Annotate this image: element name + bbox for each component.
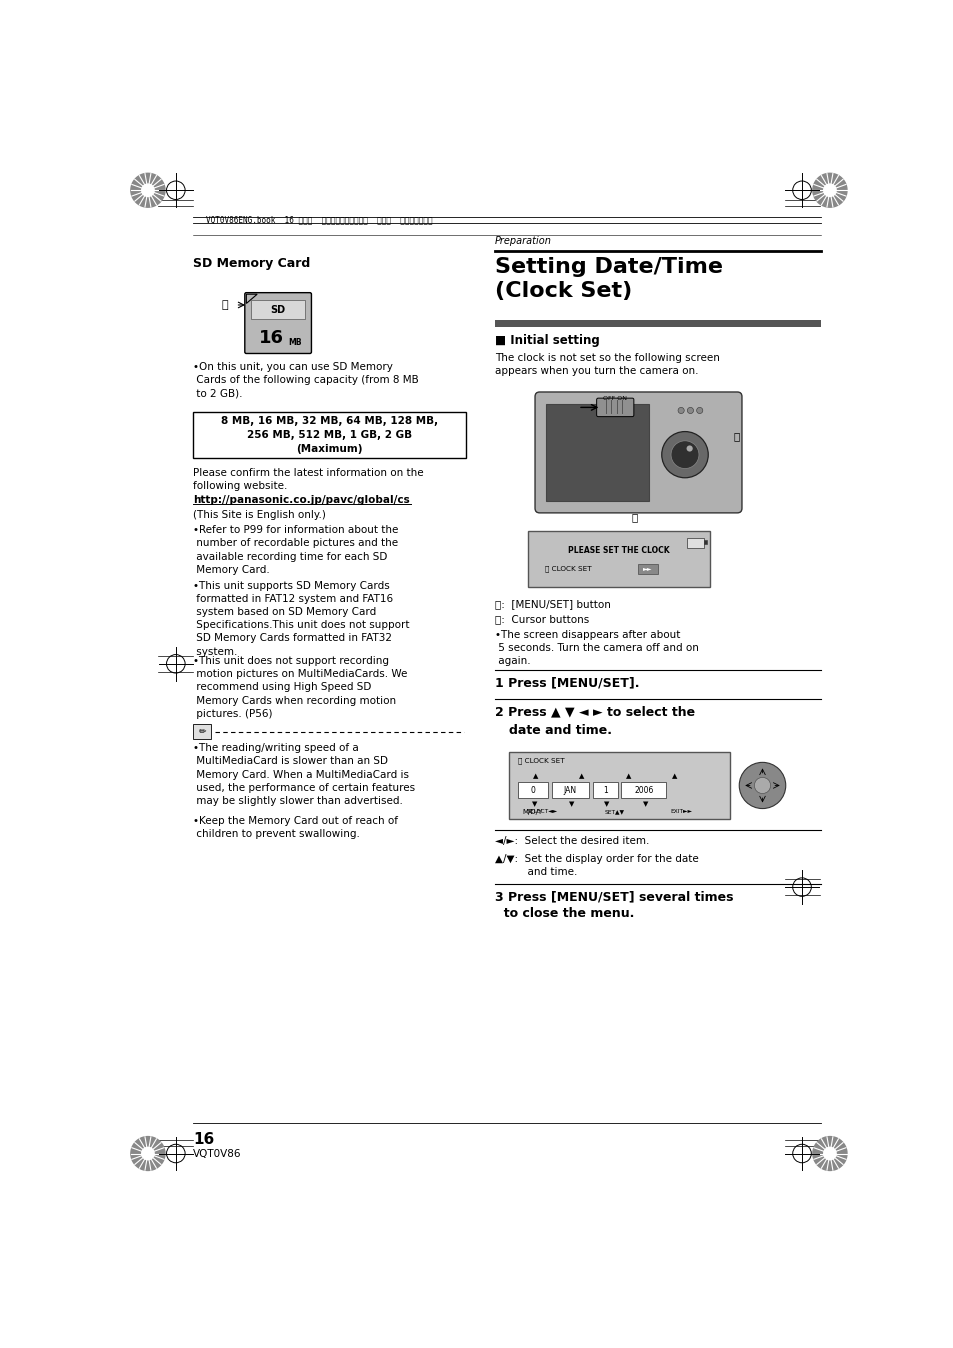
Polygon shape bbox=[812, 174, 846, 208]
Text: SD Memory Card: SD Memory Card bbox=[193, 257, 310, 270]
Text: Ⓑ: Ⓑ bbox=[221, 301, 228, 310]
Polygon shape bbox=[131, 174, 165, 208]
Text: ▲: ▲ bbox=[532, 774, 537, 779]
Text: •The screen disappears after about
 5 seconds. Turn the camera off and on
 again: •The screen disappears after about 5 sec… bbox=[495, 630, 699, 666]
Polygon shape bbox=[812, 1136, 846, 1170]
Polygon shape bbox=[142, 1147, 154, 1159]
FancyBboxPatch shape bbox=[251, 299, 305, 319]
Text: •Keep the Memory Card out of reach of
 children to prevent swallowing.: •Keep the Memory Card out of reach of ch… bbox=[193, 817, 397, 840]
Text: 1 Press [MENU/SET].: 1 Press [MENU/SET]. bbox=[495, 677, 639, 689]
FancyBboxPatch shape bbox=[637, 565, 658, 574]
Text: The clock is not set so the following screen
appears when you turn the camera on: The clock is not set so the following sc… bbox=[495, 353, 720, 376]
Text: VQT0V86ENG.book  16 ページ  ２００６年１月３０日  月曜日  午前９時４６分: VQT0V86ENG.book 16 ページ ２００６年１月３０日 月曜日 午前… bbox=[206, 216, 433, 225]
Text: •Refer to P99 for information about the
 number of recordable pictures and the
 : •Refer to P99 for information about the … bbox=[193, 526, 397, 574]
Circle shape bbox=[696, 407, 702, 414]
Circle shape bbox=[661, 431, 707, 477]
FancyBboxPatch shape bbox=[703, 539, 706, 545]
Text: ▼: ▼ bbox=[603, 801, 609, 807]
Text: JAN: JAN bbox=[563, 786, 577, 794]
Text: http://panasonic.co.jp/pavc/global/cs: http://panasonic.co.jp/pavc/global/cs bbox=[193, 495, 409, 506]
Text: ◄/►:  Select the desired item.: ◄/►: Select the desired item. bbox=[495, 836, 649, 847]
Polygon shape bbox=[246, 294, 257, 303]
FancyBboxPatch shape bbox=[686, 538, 703, 547]
Text: •This unit does not support recording
 motion pictures on MultiMediaCards. We
 r: •This unit does not support recording mo… bbox=[193, 656, 407, 718]
Text: 0: 0 bbox=[530, 786, 535, 794]
FancyBboxPatch shape bbox=[545, 404, 648, 500]
Polygon shape bbox=[822, 185, 835, 197]
FancyBboxPatch shape bbox=[245, 293, 311, 353]
FancyBboxPatch shape bbox=[535, 392, 741, 512]
Circle shape bbox=[686, 407, 693, 414]
Circle shape bbox=[686, 445, 692, 452]
Text: Ⓑ:  Cursor buttons: Ⓑ: Cursor buttons bbox=[495, 615, 589, 624]
Text: (Maximum): (Maximum) bbox=[295, 443, 362, 454]
Text: ■ Initial setting: ■ Initial setting bbox=[495, 334, 599, 348]
Text: VQT0V86: VQT0V86 bbox=[193, 1148, 241, 1159]
Text: ▲: ▲ bbox=[672, 774, 677, 779]
Text: Preparation: Preparation bbox=[495, 236, 552, 247]
Text: •On this unit, you can use SD Memory
 Cards of the following capacity (from 8 MB: •On this unit, you can use SD Memory Car… bbox=[193, 363, 418, 399]
Text: Please confirm the latest information on the
following website.: Please confirm the latest information on… bbox=[193, 468, 423, 492]
Text: ⌛ CLOCK SET: ⌛ CLOCK SET bbox=[544, 566, 591, 573]
Text: Setting Date/Time
(Clock Set): Setting Date/Time (Clock Set) bbox=[495, 257, 722, 301]
Polygon shape bbox=[131, 1136, 165, 1170]
Text: •The reading/writing speed of a
 MultiMediaCard is slower than an SD
 Memory Car: •The reading/writing speed of a MultiMed… bbox=[193, 743, 415, 806]
Text: EXIT►►: EXIT►► bbox=[670, 809, 692, 814]
Text: (This Site is English only.): (This Site is English only.) bbox=[193, 510, 325, 520]
FancyBboxPatch shape bbox=[551, 782, 588, 798]
Text: ✏: ✏ bbox=[198, 727, 206, 736]
Text: Ⓑ: Ⓑ bbox=[631, 512, 638, 522]
Text: 1: 1 bbox=[602, 786, 607, 794]
Circle shape bbox=[678, 407, 683, 414]
Text: ▲/▼:  Set the display order for the date
          and time.: ▲/▼: Set the display order for the date … bbox=[495, 855, 699, 878]
Circle shape bbox=[670, 441, 699, 469]
Text: SELECT◄►: SELECT◄► bbox=[526, 809, 558, 814]
Text: OFF ON: OFF ON bbox=[602, 396, 626, 400]
Text: •This unit supports SD Memory Cards
 formatted in FAT12 system and FAT16
 system: •This unit supports SD Memory Cards form… bbox=[193, 581, 409, 656]
FancyBboxPatch shape bbox=[509, 752, 729, 820]
FancyBboxPatch shape bbox=[193, 412, 465, 458]
Polygon shape bbox=[142, 185, 154, 197]
Text: 16: 16 bbox=[259, 329, 284, 346]
Text: ⌛ CLOCK SET: ⌛ CLOCK SET bbox=[517, 758, 564, 764]
FancyBboxPatch shape bbox=[527, 531, 709, 586]
Text: ▲: ▲ bbox=[625, 774, 631, 779]
Circle shape bbox=[739, 763, 785, 809]
Text: 2006: 2006 bbox=[634, 786, 653, 794]
Circle shape bbox=[754, 778, 770, 794]
Text: ►►: ►► bbox=[642, 566, 652, 572]
Text: PLEASE SET THE CLOCK: PLEASE SET THE CLOCK bbox=[567, 546, 669, 555]
FancyBboxPatch shape bbox=[596, 398, 633, 417]
Text: SET▲▼: SET▲▼ bbox=[604, 809, 624, 814]
Text: 3 Press [MENU/SET] several times
  to close the menu.: 3 Press [MENU/SET] several times to clos… bbox=[495, 890, 733, 919]
FancyBboxPatch shape bbox=[620, 782, 666, 798]
Text: Ⓐ: Ⓐ bbox=[733, 431, 739, 441]
FancyBboxPatch shape bbox=[517, 782, 547, 798]
Text: 256 MB, 512 MB, 1 GB, 2 GB: 256 MB, 512 MB, 1 GB, 2 GB bbox=[247, 430, 412, 439]
FancyBboxPatch shape bbox=[592, 782, 617, 798]
Text: ▼: ▼ bbox=[642, 801, 647, 807]
Text: MB: MB bbox=[288, 338, 301, 348]
Polygon shape bbox=[822, 1147, 835, 1159]
FancyBboxPatch shape bbox=[495, 319, 820, 328]
Text: 16: 16 bbox=[193, 1132, 213, 1147]
Text: date and time.: date and time. bbox=[509, 724, 612, 737]
Text: M/D/Y: M/D/Y bbox=[521, 809, 542, 814]
Text: 2 Press ▲ ▼ ◄ ► to select the: 2 Press ▲ ▼ ◄ ► to select the bbox=[495, 705, 695, 718]
Text: Ⓐ:  [MENU/SET] button: Ⓐ: [MENU/SET] button bbox=[495, 599, 610, 609]
FancyBboxPatch shape bbox=[193, 724, 212, 739]
Text: SD: SD bbox=[271, 305, 285, 314]
Text: 8 MB, 16 MB, 32 MB, 64 MB, 128 MB,: 8 MB, 16 MB, 32 MB, 64 MB, 128 MB, bbox=[220, 417, 437, 426]
Text: ▼: ▼ bbox=[569, 801, 574, 807]
Text: ▼: ▼ bbox=[532, 801, 537, 807]
Text: ▲: ▲ bbox=[578, 774, 584, 779]
